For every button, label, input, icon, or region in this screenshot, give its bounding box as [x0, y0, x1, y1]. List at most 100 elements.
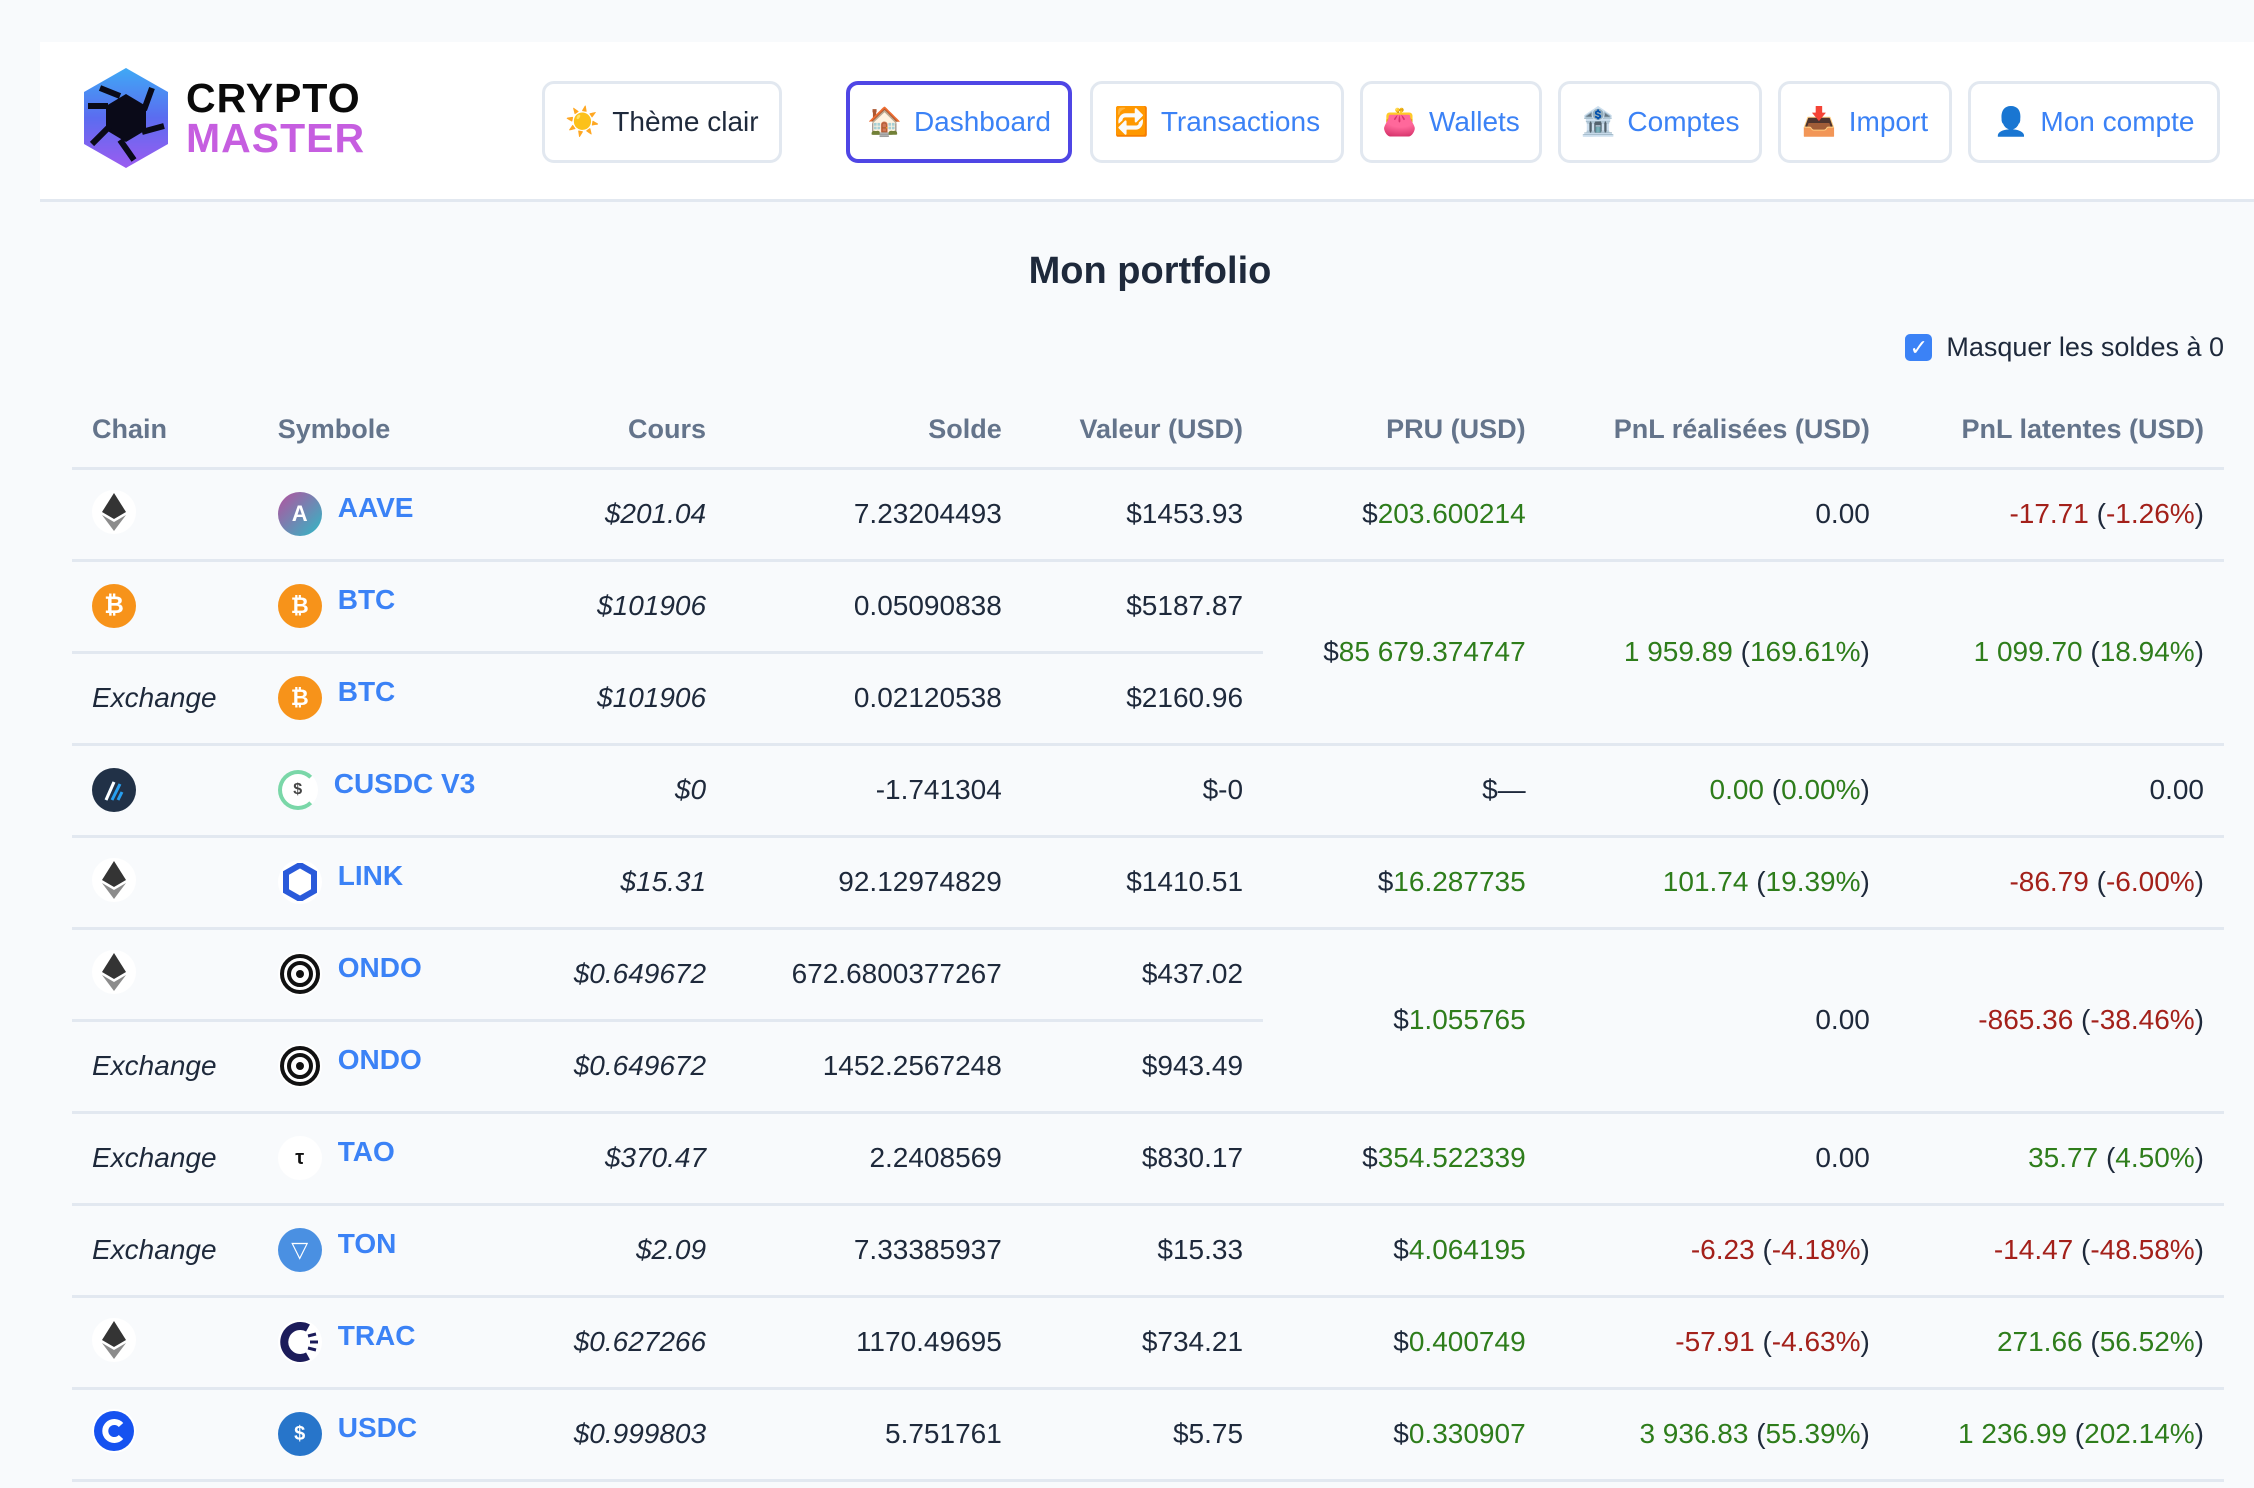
pnl-realized: 3 936.83 (55.39%)	[1545, 1388, 1890, 1482]
hide-zero-checkbox[interactable]: ✓	[1905, 334, 1933, 361]
pnl-latent: -865.36 (-38.46%)	[1889, 928, 2224, 1114]
price: $0.999803	[540, 1388, 727, 1482]
page-title: Mon portfolio	[1028, 250, 1272, 292]
value: $437.02	[1021, 928, 1264, 1022]
pru: $354.522339	[1263, 1112, 1546, 1206]
purse-icon: 👛	[1382, 106, 1418, 137]
value: $5.75	[1021, 1388, 1264, 1482]
brand-line1: CRYPTO	[186, 75, 361, 121]
table-header-row: Chain Symbole Cours Solde Valeur (USD) P…	[72, 392, 2224, 470]
symbol-link[interactable]: CUSDC V3	[333, 768, 476, 799]
balance: 0.02120538	[726, 652, 1022, 746]
bitcoin-icon: ₿	[277, 584, 322, 628]
pnl-realized: -57.91 (-4.63%)	[1545, 1296, 1890, 1390]
table-row: $ CUSDC V3 $0 -1.741304 $-0 $— 0.00 (0.00…	[72, 744, 2224, 838]
value: $1410.51	[1021, 836, 1264, 930]
bitcoin-icon: ₿	[92, 584, 136, 628]
col-solde[interactable]: Solde	[726, 392, 1022, 470]
pnl-realized: 101.74 (19.39%)	[1545, 836, 1890, 930]
balance: 5.751761	[726, 1388, 1022, 1482]
origintrail-icon	[277, 1320, 322, 1364]
pru: $203.600214	[1263, 468, 1546, 562]
balance: 0.05090838	[726, 560, 1022, 654]
ondo-icon	[277, 1044, 322, 1088]
symbol-link[interactable]: LINK	[337, 860, 404, 891]
value: $2160.96	[1021, 652, 1264, 746]
table-row: Exchange ONDO $0.649672 1452.2567248 $94…	[72, 1020, 2224, 1114]
col-valeur[interactable]: Valeur (USD)	[1021, 392, 1264, 470]
nav-transactions-button[interactable]: 🔁 Transactions	[1090, 81, 1344, 163]
nav-wallets-button[interactable]: 👛 Wallets	[1360, 81, 1542, 163]
price: $15.31	[540, 836, 727, 930]
price: $101906	[540, 652, 727, 746]
table-row: $ USDC $0.999803 5.751761 $5.75 $0.330907…	[72, 1388, 2224, 1482]
symbol-link[interactable]: TAO	[337, 1136, 395, 1167]
theme-toggle-label: Thème clair	[612, 106, 759, 137]
balance: 92.12974829	[726, 836, 1022, 930]
symbol-link[interactable]: TRAC	[337, 1320, 416, 1351]
chainlink-icon	[277, 860, 322, 904]
aave-icon: A	[277, 492, 322, 536]
pnl-realized: -6.23 (-4.18%)	[1545, 1204, 1890, 1298]
col-cours[interactable]: Cours	[540, 392, 727, 470]
pnl-realized: 0.00 (0.00%)	[1545, 744, 1890, 838]
hide-zero-balances-toggle[interactable]: ✓ Masquer les soldes à 0	[1905, 332, 2224, 363]
chain-label: Exchange	[72, 1204, 258, 1298]
pnl-latent: 1 236.99 (202.14%)	[1889, 1388, 2224, 1482]
chain-label: Exchange	[72, 652, 258, 746]
col-symbole[interactable]: Symbole	[257, 392, 541, 470]
brand-line2: MASTER	[186, 115, 366, 161]
user-silhouette-icon: 👤	[1993, 106, 2029, 137]
pnl-realized: 0.00	[1545, 928, 1890, 1114]
balance: 2.2408569	[726, 1112, 1022, 1206]
top-header: CRYPTO MASTER ☀️ Thème clair 🏠 Dashboard…	[40, 42, 2254, 202]
symbol-link[interactable]: TON	[337, 1228, 397, 1259]
bittensor-icon: τ	[277, 1136, 322, 1180]
pnl-latent: 0.00	[1889, 744, 2224, 838]
pru: $4.064195	[1263, 1204, 1546, 1298]
nav-dashboard-button[interactable]: 🏠 Dashboard	[846, 81, 1072, 163]
symbol-link[interactable]: ONDO	[337, 1044, 422, 1075]
symbol-link[interactable]: ONDO	[337, 952, 422, 983]
pnl-latent: -17.71 (-1.26%)	[1889, 468, 2224, 562]
brand-logo[interactable]: CRYPTO MASTER	[80, 66, 365, 170]
nav-import-button[interactable]: 📥 Import	[1778, 81, 1952, 163]
ethereum-icon	[92, 950, 136, 994]
symbol-link[interactable]: BTC	[337, 584, 396, 615]
symbol-link[interactable]: USDC	[337, 1412, 418, 1443]
ethereum-icon	[92, 1318, 136, 1362]
table-row: ₿ ₿ BTC $101906 0.05090838 $5187.87 $85 6…	[72, 560, 2224, 746]
pnl-realized: 1 959.89 (169.61%)	[1545, 560, 1890, 746]
balance: 1452.2567248	[726, 1020, 1022, 1114]
symbol-link[interactable]: BTC	[337, 676, 396, 707]
price: $370.47	[540, 1112, 727, 1206]
nav-comptes-label: Comptes	[1627, 106, 1740, 137]
compound-usdc-icon: $	[277, 770, 318, 810]
value: $-0	[1021, 744, 1264, 838]
ethereum-icon	[92, 490, 136, 534]
portfolio-table: Chain Symbole Cours Solde Valeur (USD) P…	[72, 392, 2224, 1482]
chain-label: Exchange	[72, 1020, 258, 1114]
repeat-icon: 🔁	[1113, 106, 1149, 137]
pnl-latent: 35.77 (4.50%)	[1889, 1112, 2224, 1206]
balance: -1.741304	[726, 744, 1022, 838]
col-pnl-realisees[interactable]: PnL réalisées (USD)	[1545, 392, 1890, 470]
balance: 7.23204493	[726, 468, 1022, 562]
chain-label: Exchange	[72, 1112, 258, 1206]
symbol-link[interactable]: AAVE	[337, 492, 414, 523]
col-pnl-latentes[interactable]: PnL latentes (USD)	[1889, 392, 2224, 470]
value: $734.21	[1021, 1296, 1264, 1390]
table-row: Exchange ▽ TON $2.09 7.33385937 $15.33 $4…	[72, 1204, 2224, 1298]
price: $0.649672	[540, 1020, 727, 1114]
nav-comptes-button[interactable]: 🏦 Comptes	[1558, 81, 1762, 163]
col-chain[interactable]: Chain	[72, 392, 258, 470]
col-pru[interactable]: PRU (USD)	[1263, 392, 1546, 470]
ondo-icon	[277, 952, 322, 996]
nav-mon-compte-button[interactable]: 👤 Mon compte	[1968, 81, 2220, 163]
table-row: Exchange ₿ BTC $101906 0.02120538 $2160.9…	[72, 652, 2224, 746]
pnl-realized: 0.00	[1545, 468, 1890, 562]
theme-toggle-button[interactable]: ☀️ Thème clair	[542, 81, 782, 163]
pnl-latent: -86.79 (-6.00%)	[1889, 836, 2224, 930]
usdc-icon: $	[277, 1412, 322, 1456]
pru: $85 679.374747	[1263, 560, 1546, 746]
